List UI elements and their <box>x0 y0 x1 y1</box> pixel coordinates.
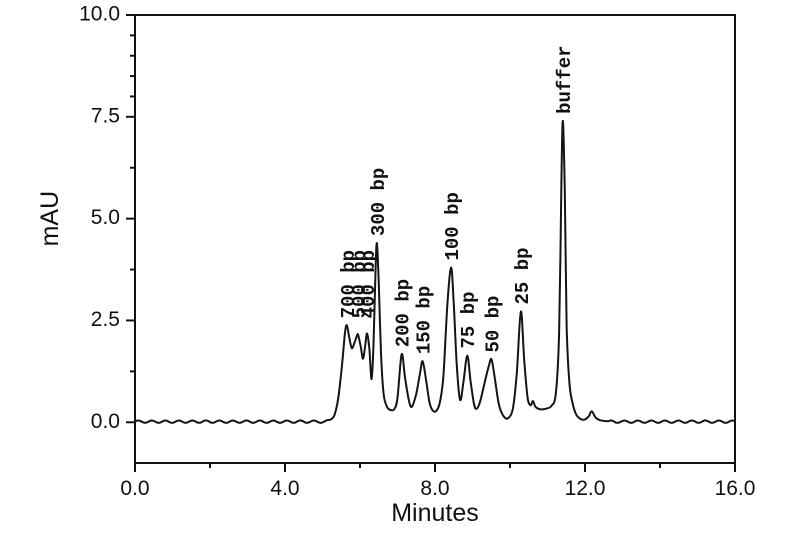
peak-label: 700 bp <box>338 250 360 318</box>
axes-frame <box>134 14 736 464</box>
signal-trace <box>134 119 736 424</box>
y-tick-label: 10.0 <box>79 3 120 26</box>
plot-frame <box>134 14 736 464</box>
y-tick-label: 0.0 <box>91 410 120 433</box>
axis-ticks <box>126 14 736 472</box>
peak-label: 400 bp <box>358 250 380 318</box>
peak-label: buffer <box>554 45 576 113</box>
x-tick-label: 8.0 <box>420 477 449 500</box>
peak-label: 25 bp <box>512 247 534 304</box>
peak-label: 50 bp <box>483 296 505 353</box>
peak-label: 300 bp <box>368 168 390 236</box>
x-tick-label: 16.0 <box>715 477 756 500</box>
y-axis-title: mAU <box>36 191 64 247</box>
peak-label: 200 bp <box>393 279 415 347</box>
axis-labels: 0.0 2.5 5.0 7.5 10.0 0.0 4.0 8.0 12.0 16.0 Minutes… <box>36 3 755 527</box>
peak-label: 100 bp <box>442 192 464 260</box>
x-tick-label: 4.0 <box>270 477 299 500</box>
peak-label: 75 bp <box>458 291 480 348</box>
x-axis-title: Minutes <box>391 499 479 527</box>
chromatogram-trace <box>134 119 736 424</box>
x-tick-label: 12.0 <box>565 477 606 500</box>
y-tick-label: 7.5 <box>91 104 120 127</box>
peak-label: 500 bp <box>349 250 371 318</box>
x-tick-label: 0.0 <box>120 477 149 500</box>
y-tick-label: 5.0 <box>91 206 120 229</box>
peak-label: 150 bp <box>414 286 436 354</box>
y-tick-label: 2.5 <box>91 308 120 331</box>
